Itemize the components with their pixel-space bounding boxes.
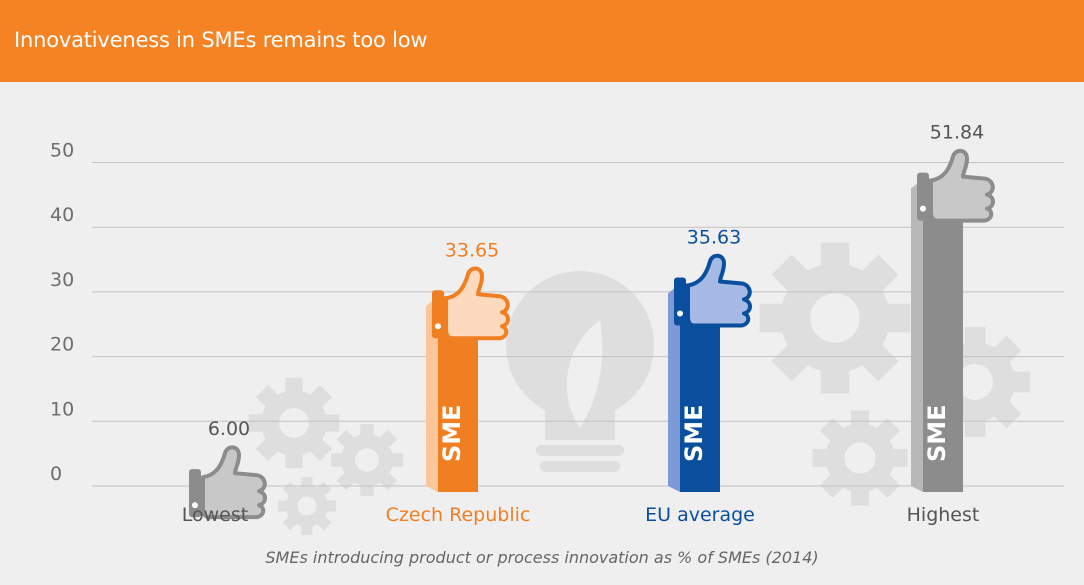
y-tick-label: 0 (50, 463, 62, 485)
bar-rect (923, 178, 963, 492)
grid (92, 162, 1064, 487)
y-tick-label: 30 (50, 269, 74, 291)
bar-shadow (911, 178, 923, 492)
page-title: Innovativeness in SMEs remains too low (14, 28, 428, 52)
gear-icon (331, 424, 403, 496)
y-axis: 0 10 20 30 40 50 (50, 140, 74, 486)
sme-label: SME (680, 404, 708, 462)
bar-shadow (668, 283, 680, 492)
lightbulb-icon (506, 271, 654, 472)
sme-label: SME (438, 404, 466, 462)
chart-caption: SMEs introducing product or process inno… (265, 548, 819, 567)
y-tick-label: 40 (50, 204, 74, 226)
bar-highest: SME (911, 148, 995, 492)
y-tick-label: 20 (50, 334, 74, 356)
gear-icon (812, 410, 908, 506)
gear-icon (759, 242, 911, 394)
thumbs-up-icon (432, 266, 510, 341)
header-banner: Innovativeness in SMEs remains too low (0, 0, 1084, 82)
gear-icon (248, 377, 340, 469)
bar-chart: 0 10 20 30 40 50 SME SME SME 6.00 33.65 35.63 51.8… (50, 122, 1064, 535)
category-label: Lowest (182, 504, 248, 526)
value-label: 51.84 (930, 122, 984, 144)
thumbs-up-icon (674, 253, 752, 328)
value-labels: 6.00 33.65 35.63 51.84 (208, 122, 984, 441)
y-tick-label: 50 (50, 140, 74, 162)
thumbs-up-icon (189, 445, 267, 520)
bars: SME SME SME (189, 148, 995, 520)
category-label: Highest (907, 504, 980, 526)
thumbs-up-icon (917, 148, 995, 223)
category-label: Czech Republic (386, 504, 531, 526)
bar-czech-republic: SME (426, 266, 510, 492)
background-art (248, 242, 1031, 535)
bar-shadow (426, 296, 438, 492)
value-label: 6.00 (208, 418, 250, 440)
category-label: EU average (645, 504, 755, 526)
value-label: 33.65 (445, 239, 499, 261)
sme-label: SME (923, 404, 951, 462)
y-tick-label: 10 (50, 398, 74, 420)
bar-lowest (189, 445, 267, 520)
value-label: 35.63 (687, 226, 741, 248)
bar-eu-average: SME (668, 253, 752, 492)
x-axis: Lowest Czech Republic EU average Highest (182, 504, 980, 526)
